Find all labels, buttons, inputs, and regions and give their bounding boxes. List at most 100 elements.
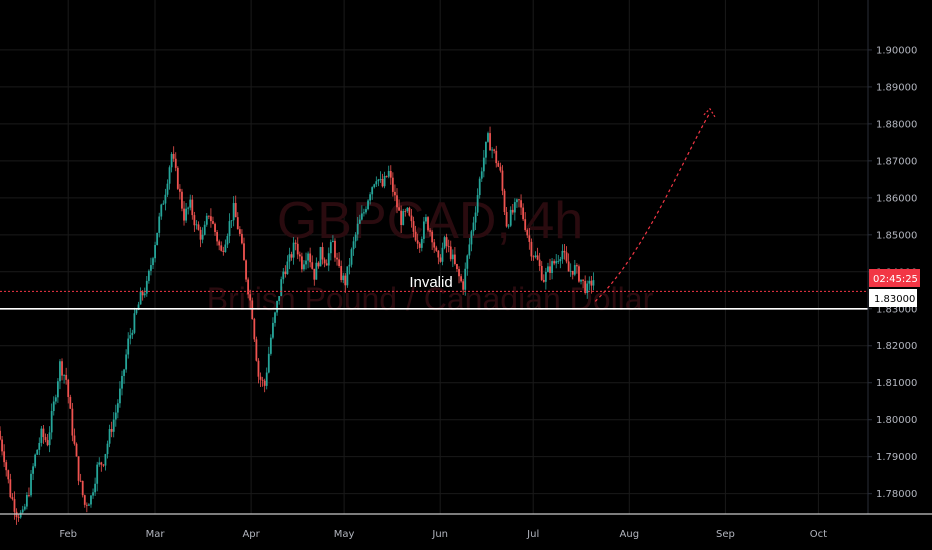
time-axis[interactable]: Feb Mar Apr May Jun Jul Aug Sep Oct <box>0 513 932 540</box>
candle-body <box>7 470 10 480</box>
candle-body <box>422 221 425 239</box>
candle-body <box>222 250 225 252</box>
candle-body <box>350 249 353 265</box>
candle-body <box>325 263 328 266</box>
candle-body <box>441 247 444 262</box>
candle-body <box>303 264 305 270</box>
time-tick-label: Mar <box>146 529 166 540</box>
candle-body <box>520 200 522 208</box>
candle-body <box>116 403 119 413</box>
candle-body <box>238 229 241 234</box>
candle-body <box>133 313 136 333</box>
candle-body <box>528 235 531 242</box>
candle-body <box>274 312 276 323</box>
candle-body <box>321 247 324 260</box>
candle-body <box>555 261 558 264</box>
candle-body <box>387 170 390 177</box>
candle-body <box>385 176 388 177</box>
time-tick-label: Jun <box>431 529 448 540</box>
candle-body <box>187 207 190 209</box>
candle-body <box>472 222 475 232</box>
candle-body <box>462 281 465 290</box>
symbol-watermark: GBPCAD, 4h British Pound / Canadian Doll… <box>207 192 654 317</box>
candle-body <box>522 207 525 220</box>
candle-body <box>499 166 502 171</box>
candle-body <box>532 256 535 258</box>
candle-body <box>565 252 568 262</box>
projection-arrow-path[interactable] <box>594 112 711 302</box>
candle-body <box>501 170 504 191</box>
candle-body <box>451 254 454 260</box>
candle-body <box>245 260 247 280</box>
candle-body <box>331 240 334 243</box>
candle-body <box>276 300 278 313</box>
candle-body <box>30 473 32 496</box>
candle-body <box>344 275 347 286</box>
candle-body <box>119 388 121 404</box>
time-tick-label: Jul <box>526 529 539 540</box>
candle-body <box>236 217 239 230</box>
candle-body <box>61 361 63 376</box>
candle-body <box>327 253 330 266</box>
candle-body <box>509 209 512 226</box>
candle-body <box>381 178 384 187</box>
candle-body <box>567 261 570 272</box>
candle-body <box>85 504 88 506</box>
candle-body <box>377 179 380 182</box>
candle-body <box>71 408 74 436</box>
candle-body <box>590 280 593 286</box>
candle-body <box>174 158 177 168</box>
candle-body <box>251 300 254 320</box>
candle-body <box>0 430 1 440</box>
candle-body <box>69 396 72 409</box>
candle-body <box>272 322 274 338</box>
candle-body <box>75 443 78 457</box>
candle-body <box>44 437 47 441</box>
candle-body <box>166 183 169 195</box>
candle-body <box>311 262 314 269</box>
candle-body <box>83 495 86 505</box>
candle-body <box>48 432 51 446</box>
candle-body <box>474 212 477 223</box>
candle-body <box>54 397 57 402</box>
candle-body <box>429 230 431 232</box>
candle-body <box>445 237 448 247</box>
candle-body <box>178 188 181 192</box>
price-tick-label: 1.89000 <box>876 82 917 93</box>
candle-body <box>52 401 55 412</box>
candle-body <box>296 243 299 255</box>
candle-body <box>505 212 508 227</box>
candle-body <box>112 419 115 432</box>
candle-body <box>201 234 204 240</box>
candle-body <box>453 254 456 265</box>
candle-body <box>25 495 28 507</box>
candle-body <box>9 479 12 498</box>
invalid-annotation[interactable]: Invalid <box>409 274 452 291</box>
candle-body <box>46 440 49 446</box>
candle-body <box>338 259 341 267</box>
candle-body <box>456 264 458 270</box>
candle-body <box>493 149 496 151</box>
candle-body <box>23 506 26 510</box>
level-price-text: 1.83000 <box>874 294 915 305</box>
candle-body <box>534 255 537 258</box>
candle-body <box>197 224 200 230</box>
time-tick-label: Apr <box>242 529 260 540</box>
candle-body <box>400 210 403 226</box>
candle-body <box>172 153 175 159</box>
candle-body <box>354 234 357 242</box>
candle-body <box>139 291 142 305</box>
candle-body <box>67 379 70 397</box>
countdown-badge: 02:45:25 <box>869 269 920 287</box>
candle-body <box>416 240 419 244</box>
candle-body <box>247 279 250 295</box>
candle-body <box>154 245 156 259</box>
candle-body <box>340 266 343 280</box>
candle-body <box>420 238 423 248</box>
price-tick-label: 1.79000 <box>876 452 917 463</box>
candle-body <box>253 319 256 340</box>
candle-body <box>65 374 68 380</box>
candle-body <box>404 211 407 212</box>
candle-body <box>584 280 587 293</box>
